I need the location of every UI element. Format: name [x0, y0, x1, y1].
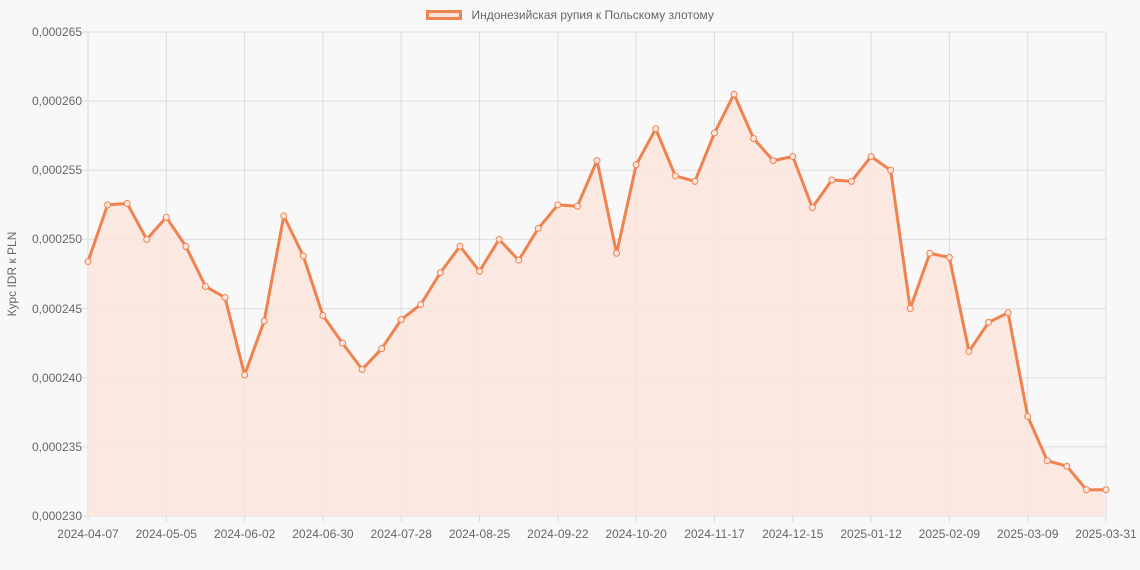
data-point[interactable] — [358, 365, 366, 373]
data-point[interactable] — [280, 212, 288, 220]
data-point[interactable] — [1102, 486, 1110, 494]
data-point[interactable] — [828, 176, 836, 184]
data-point[interactable] — [887, 166, 895, 174]
data-point[interactable] — [926, 249, 934, 257]
data-point[interactable] — [671, 172, 679, 180]
x-tick-label: 2024-07-28 — [370, 527, 432, 541]
data-point[interactable] — [456, 242, 464, 250]
x-tick-label: 2024-04-07 — [57, 527, 119, 541]
data-point[interactable] — [789, 152, 797, 160]
data-point[interactable] — [965, 347, 973, 355]
data-point[interactable] — [593, 157, 601, 165]
data-point[interactable] — [573, 202, 581, 210]
data-point[interactable] — [808, 204, 816, 212]
legend-label: Индонезийская рупия к Польскому злотому — [471, 7, 714, 22]
legend-swatch-icon — [426, 9, 463, 20]
data-point[interactable] — [162, 213, 170, 221]
y-tick-label: 0,000250 — [31, 232, 82, 247]
data-point[interactable] — [241, 371, 249, 379]
y-axis-title: Курс IDR к PLN — [5, 231, 19, 317]
y-tick-label: 0,000245 — [31, 301, 82, 316]
data-point[interactable] — [417, 300, 425, 308]
y-tick-label: 0,000240 — [31, 370, 82, 385]
data-point[interactable] — [750, 134, 758, 142]
data-point[interactable] — [554, 201, 562, 209]
data-point[interactable] — [104, 201, 112, 209]
data-point[interactable] — [515, 256, 523, 264]
data-point[interactable] — [1004, 309, 1012, 317]
x-tick-label: 2024-05-05 — [135, 527, 197, 541]
data-point[interactable] — [299, 252, 307, 260]
series-points — [84, 90, 1110, 494]
data-point[interactable] — [339, 339, 346, 347]
data-point[interactable] — [84, 258, 92, 266]
data-point[interactable] — [632, 161, 640, 169]
x-tick-label: 2024-06-30 — [292, 527, 354, 541]
data-point[interactable] — [495, 235, 503, 243]
data-point[interactable] — [848, 177, 855, 185]
data-point[interactable] — [906, 305, 914, 313]
data-point[interactable] — [1082, 486, 1090, 494]
data-point[interactable] — [221, 294, 229, 302]
x-tick-label: 2025-01-12 — [840, 527, 902, 541]
data-point[interactable] — [534, 224, 542, 232]
x-tick-label: 2024-12-15 — [762, 527, 824, 541]
data-point[interactable] — [867, 152, 875, 160]
x-tick-label: 2024-10-20 — [605, 527, 667, 541]
data-point[interactable] — [691, 177, 699, 185]
series-area-fill — [88, 94, 1106, 516]
data-point[interactable] — [319, 311, 327, 319]
legend[interactable]: Индонезийская рупия к Польскому злотому — [0, 7, 1140, 22]
data-point[interactable] — [123, 199, 131, 207]
data-point[interactable] — [1043, 457, 1051, 465]
data-point[interactable] — [260, 317, 268, 325]
x-tick-label: 2024-06-02 — [213, 527, 276, 541]
data-point[interactable] — [476, 267, 484, 275]
data-point[interactable] — [1024, 412, 1032, 420]
data-point[interactable] — [730, 90, 738, 98]
y-tick-label: 0,000235 — [31, 439, 82, 454]
data-point[interactable] — [710, 129, 718, 137]
data-point[interactable] — [945, 253, 953, 261]
data-point[interactable] — [182, 242, 190, 250]
data-point[interactable] — [397, 316, 405, 324]
data-point[interactable] — [613, 249, 621, 257]
x-tick-label: 2025-03-09 — [996, 527, 1059, 541]
data-point[interactable] — [985, 318, 993, 326]
data-point[interactable] — [1063, 462, 1071, 470]
y-tick-label: 0,000260 — [31, 94, 82, 109]
y-tick-label: 0,000230 — [31, 509, 82, 523]
y-tick-label: 0,000255 — [31, 163, 82, 178]
x-tick-label: 2025-02-09 — [918, 527, 981, 541]
data-point[interactable] — [201, 282, 209, 290]
x-tick-label: 2024-09-22 — [527, 527, 589, 541]
x-tick-label: 2025-03-31 — [1075, 527, 1137, 541]
data-point[interactable] — [143, 235, 151, 243]
data-point[interactable] — [769, 157, 777, 165]
y-tick-label: 0,000265 — [31, 25, 82, 39]
x-tick-label: 2024-08-25 — [448, 527, 511, 541]
data-point[interactable] — [378, 345, 386, 353]
data-point[interactable] — [652, 125, 660, 133]
data-point[interactable] — [436, 269, 444, 277]
x-tick-label: 2024-11-17 — [684, 527, 745, 541]
